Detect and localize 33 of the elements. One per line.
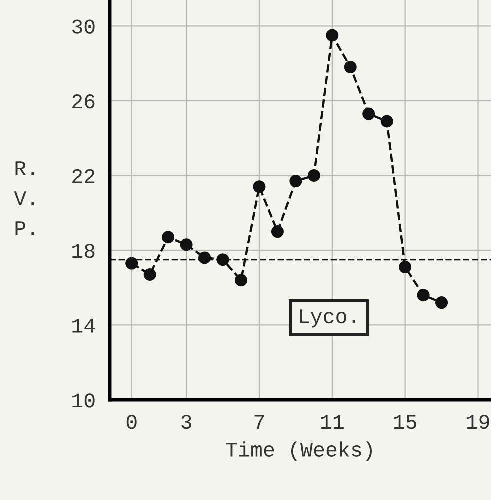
point	[216, 254, 230, 266]
point	[234, 274, 248, 287]
y-tick-label: 10	[72, 394, 95, 408]
point	[417, 289, 430, 302]
x-tick-label: 3	[182, 415, 192, 430]
point	[162, 231, 175, 244]
point	[399, 261, 412, 274]
x-tick-label: 19	[467, 415, 490, 430]
y-tick-label: 22	[72, 169, 95, 184]
point	[308, 169, 320, 182]
point	[290, 175, 302, 188]
point	[326, 29, 339, 42]
y-tick-label: 30	[72, 20, 95, 34]
point	[271, 226, 284, 238]
point	[436, 296, 448, 310]
point	[180, 238, 193, 252]
point	[253, 180, 266, 194]
point	[126, 257, 138, 270]
point	[198, 252, 212, 264]
x-tick-label: 15	[394, 415, 416, 430]
point	[144, 268, 156, 282]
y-tick-label: 14	[72, 319, 96, 333]
point	[344, 61, 357, 74]
y-axis-title: R. V. P.	[14, 162, 34, 236]
y-tick-label: 18	[72, 244, 95, 258]
x-tick-label: 11	[321, 415, 344, 429]
y-tick-label: 26	[72, 94, 95, 109]
point	[380, 115, 394, 128]
x-axis-title: Time (Weeks)	[226, 442, 372, 462]
point	[362, 108, 376, 120]
annotation: Lyco.	[300, 310, 356, 328]
x-tick-label: 7	[254, 415, 264, 429]
x-tick-label: 0	[126, 415, 137, 430]
